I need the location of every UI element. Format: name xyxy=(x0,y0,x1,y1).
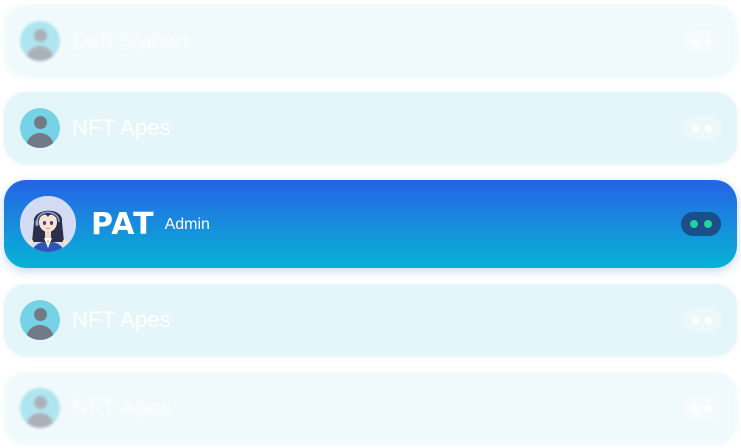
workspace-name: NFT Apes xyxy=(72,115,172,140)
more-dots-icon[interactable] xyxy=(683,117,721,139)
user-avatar-icon xyxy=(20,21,60,61)
user-name: PAT xyxy=(91,206,155,242)
workspace-row[interactable]: Defi Station xyxy=(4,5,737,77)
more-dots-icon[interactable] xyxy=(683,309,721,331)
profile-avatar xyxy=(20,196,76,252)
workspace-row[interactable]: NFT Apes xyxy=(4,372,737,444)
workspace-name: NFT Apes xyxy=(72,307,172,332)
more-dots-icon[interactable] xyxy=(681,212,721,236)
more-dots-icon[interactable] xyxy=(683,30,721,52)
user-avatar-icon xyxy=(20,108,60,148)
workspace-name: Defi Station xyxy=(72,28,189,53)
workspace-row[interactable]: NFT Apes xyxy=(4,92,737,164)
more-dots-icon[interactable] xyxy=(683,397,721,419)
role-badge: Admin xyxy=(164,216,210,233)
user-avatar-icon xyxy=(20,388,60,428)
workspace-row[interactable]: NFT Apes xyxy=(4,284,737,356)
workspace-row-active[interactable]: PAT Admin xyxy=(4,180,737,268)
workspace-name: NFT Apes xyxy=(72,395,172,420)
user-avatar-icon xyxy=(20,300,60,340)
